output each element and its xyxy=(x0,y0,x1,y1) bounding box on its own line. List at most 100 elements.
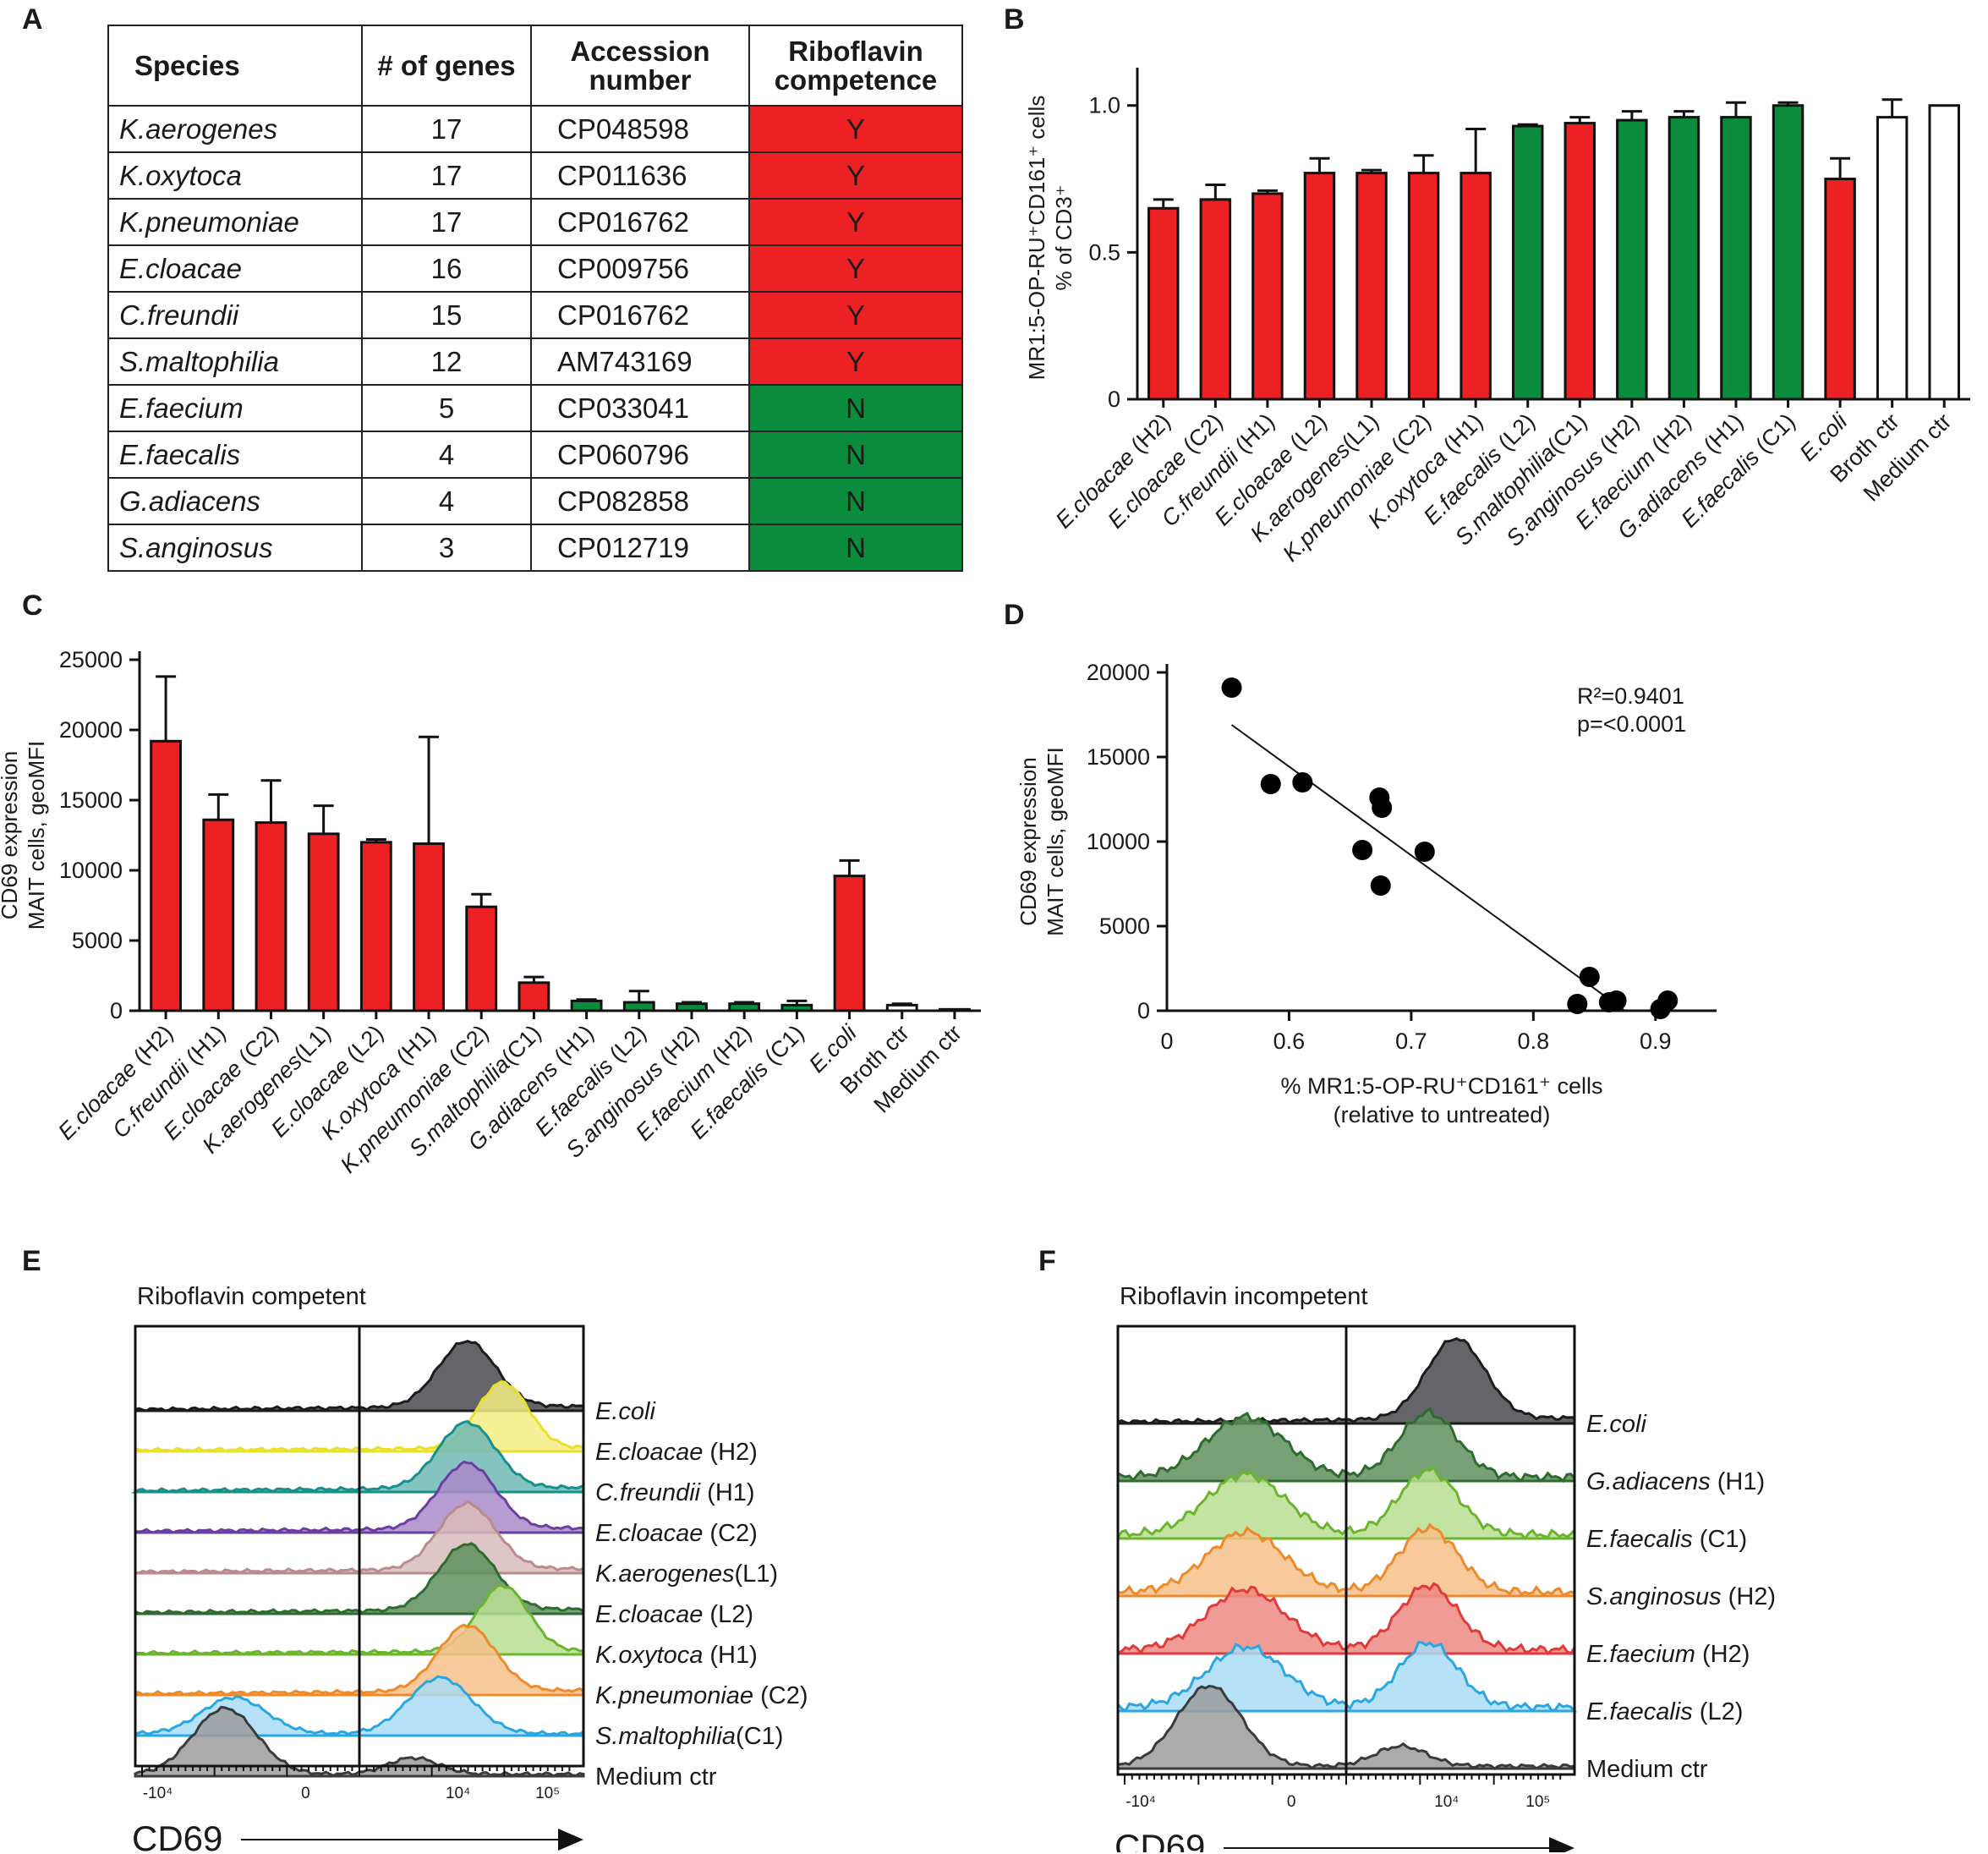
chart-d-scatter: 0 5000 10000 15000 20000 0 0.6 0.7 0.8 0.9 R²=0.94… xyxy=(1016,660,1717,1127)
bar xyxy=(1720,116,1752,401)
y-tick-label: 1.0 xyxy=(1088,93,1120,118)
legend-strain: (H1) xyxy=(1711,1468,1765,1495)
histogram-legend-label: Medium ctr xyxy=(1586,1756,1708,1783)
panel-letter-b: B xyxy=(1004,3,1025,36)
data-point xyxy=(1414,842,1435,862)
histogram-legend-label: E.coli xyxy=(1586,1411,1647,1438)
data-point xyxy=(1372,798,1393,818)
bar xyxy=(885,1003,918,1012)
cell-accession: CP016762 xyxy=(530,291,750,339)
histogram-title: Riboflavin competent xyxy=(137,1283,366,1310)
bar xyxy=(676,1002,708,1012)
data-point xyxy=(1579,967,1600,987)
cell-genes: 12 xyxy=(361,337,532,386)
legend-strain: (C1) xyxy=(1693,1526,1747,1553)
legend-species: S.anginosus xyxy=(1586,1583,1722,1610)
panel-letter-a: A xyxy=(22,3,43,36)
bar xyxy=(833,875,866,1012)
cell-species: G.adiacens xyxy=(107,477,363,525)
table-row: E.cloacae 16 CP009756 Y xyxy=(107,244,963,293)
histogram-curve xyxy=(134,1623,585,1697)
header-accession: Accession number xyxy=(530,25,750,107)
cell-species: K.aerogenes xyxy=(107,105,363,153)
bar xyxy=(1147,206,1180,401)
histogram-legend-label: E.coli xyxy=(595,1398,656,1425)
cell-species: E.cloacae xyxy=(107,244,363,293)
header-accession-line: number xyxy=(589,63,692,96)
y-axis-label: CD69 expression xyxy=(0,751,22,919)
bar xyxy=(413,842,445,1012)
y-axis-label: MAIT cells, geoMFI xyxy=(24,741,49,930)
axis-tick-label: 10⁴ xyxy=(446,1785,470,1802)
legend-species: K.pneumoniae xyxy=(595,1682,753,1709)
bar xyxy=(1251,192,1284,401)
histogram-legend-label: K.aerogenes(L1) xyxy=(595,1561,778,1588)
bar xyxy=(1355,172,1388,401)
legend-strain: (L2) xyxy=(703,1601,753,1628)
legend-strain: (C2) xyxy=(703,1520,757,1547)
bar xyxy=(465,905,498,1012)
x-axis-label: % MR1:5-OP-RU⁺CD161⁺ cells xyxy=(1280,1073,1602,1099)
histogram-curve xyxy=(1116,1522,1576,1598)
cell-genes: 3 xyxy=(361,524,532,572)
cell-competence: Y xyxy=(748,198,963,246)
histogram-curve xyxy=(1116,1684,1576,1770)
legend-strain: (L2) xyxy=(1693,1698,1744,1725)
cell-genes: 17 xyxy=(361,105,532,153)
bar xyxy=(1824,178,1856,401)
bar xyxy=(1460,172,1492,401)
cell-accession: CP016762 xyxy=(530,198,750,246)
histogram-curve xyxy=(1116,1337,1576,1425)
species-table: Species # of genes Accession number Ribof… xyxy=(107,25,963,572)
header-competence-line: Riboflavin xyxy=(788,35,923,67)
header-competence-line: competence xyxy=(774,63,938,96)
table-row: E.faecium 5 CP033041 N xyxy=(107,384,963,432)
histogram-legend-label: E.cloacae (L2) xyxy=(595,1601,753,1628)
table-row: E.faecalis 4 CP060796 N xyxy=(107,431,963,479)
stats-p: p=<0.0001 xyxy=(1577,711,1686,737)
y-tick-label: 5000 xyxy=(1099,913,1150,939)
histogram-legend-label: E.cloacae (C2) xyxy=(595,1520,758,1547)
cell-species: S.maltophilia xyxy=(107,337,363,386)
legend-species: E.cloacae xyxy=(595,1601,703,1628)
data-point xyxy=(1260,774,1281,794)
data-point xyxy=(1370,875,1391,896)
axis-tick-label: -10⁴ xyxy=(1125,1793,1156,1811)
y-tick-label: 25000 xyxy=(59,647,123,672)
legend-strain: (C2) xyxy=(753,1682,808,1709)
cell-competence: Y xyxy=(748,291,963,339)
bar xyxy=(1928,104,1960,401)
legend-species: S.maltophilia xyxy=(595,1723,736,1750)
cell-accession: CP011636 xyxy=(530,151,750,200)
y-axis-label: MR1:5-OP-RU⁺CD161⁺ cells xyxy=(1024,96,1049,381)
cell-competence: N xyxy=(748,477,963,525)
histogram-curve xyxy=(1116,1407,1576,1484)
cell-competence: N xyxy=(748,431,963,479)
bar xyxy=(359,841,392,1012)
cell-accession: CP048598 xyxy=(530,105,750,153)
y-axis-label: % of CD3⁺ xyxy=(1051,185,1076,291)
y-tick-label: 10000 xyxy=(1087,829,1150,854)
x-axis-label: (relative to untreated) xyxy=(1334,1102,1551,1127)
bar xyxy=(1772,104,1805,401)
axis-label-cd69: CD69 xyxy=(132,1818,222,1852)
y-tick-label: 5000 xyxy=(72,928,123,953)
cell-genes: 17 xyxy=(361,151,532,200)
bar xyxy=(622,1001,655,1012)
legend-species: E.coli xyxy=(595,1398,656,1425)
histogram-legend-label: S.anginosus (H2) xyxy=(1586,1583,1776,1610)
legend-species: Medium ctr xyxy=(595,1763,717,1791)
y-tick-label: 0 xyxy=(1108,387,1120,412)
x-tick-label: 0.9 xyxy=(1640,1028,1672,1054)
data-point xyxy=(1352,840,1373,860)
y-axis-label: MAIT cells, geoMFI xyxy=(1043,747,1068,935)
legend-species: Medium ctr xyxy=(1586,1756,1708,1783)
legend-species: K.oxytoca xyxy=(595,1642,703,1669)
stats-r2: R²=0.9401 xyxy=(1577,683,1684,709)
axis-arrow-head xyxy=(1549,1837,1575,1852)
x-tick-label: 0.6 xyxy=(1273,1028,1306,1054)
histogram-legend-label: E.faecalis (L2) xyxy=(1586,1698,1743,1725)
bar xyxy=(780,1003,813,1012)
bar xyxy=(150,739,183,1012)
data-point xyxy=(1567,994,1588,1014)
